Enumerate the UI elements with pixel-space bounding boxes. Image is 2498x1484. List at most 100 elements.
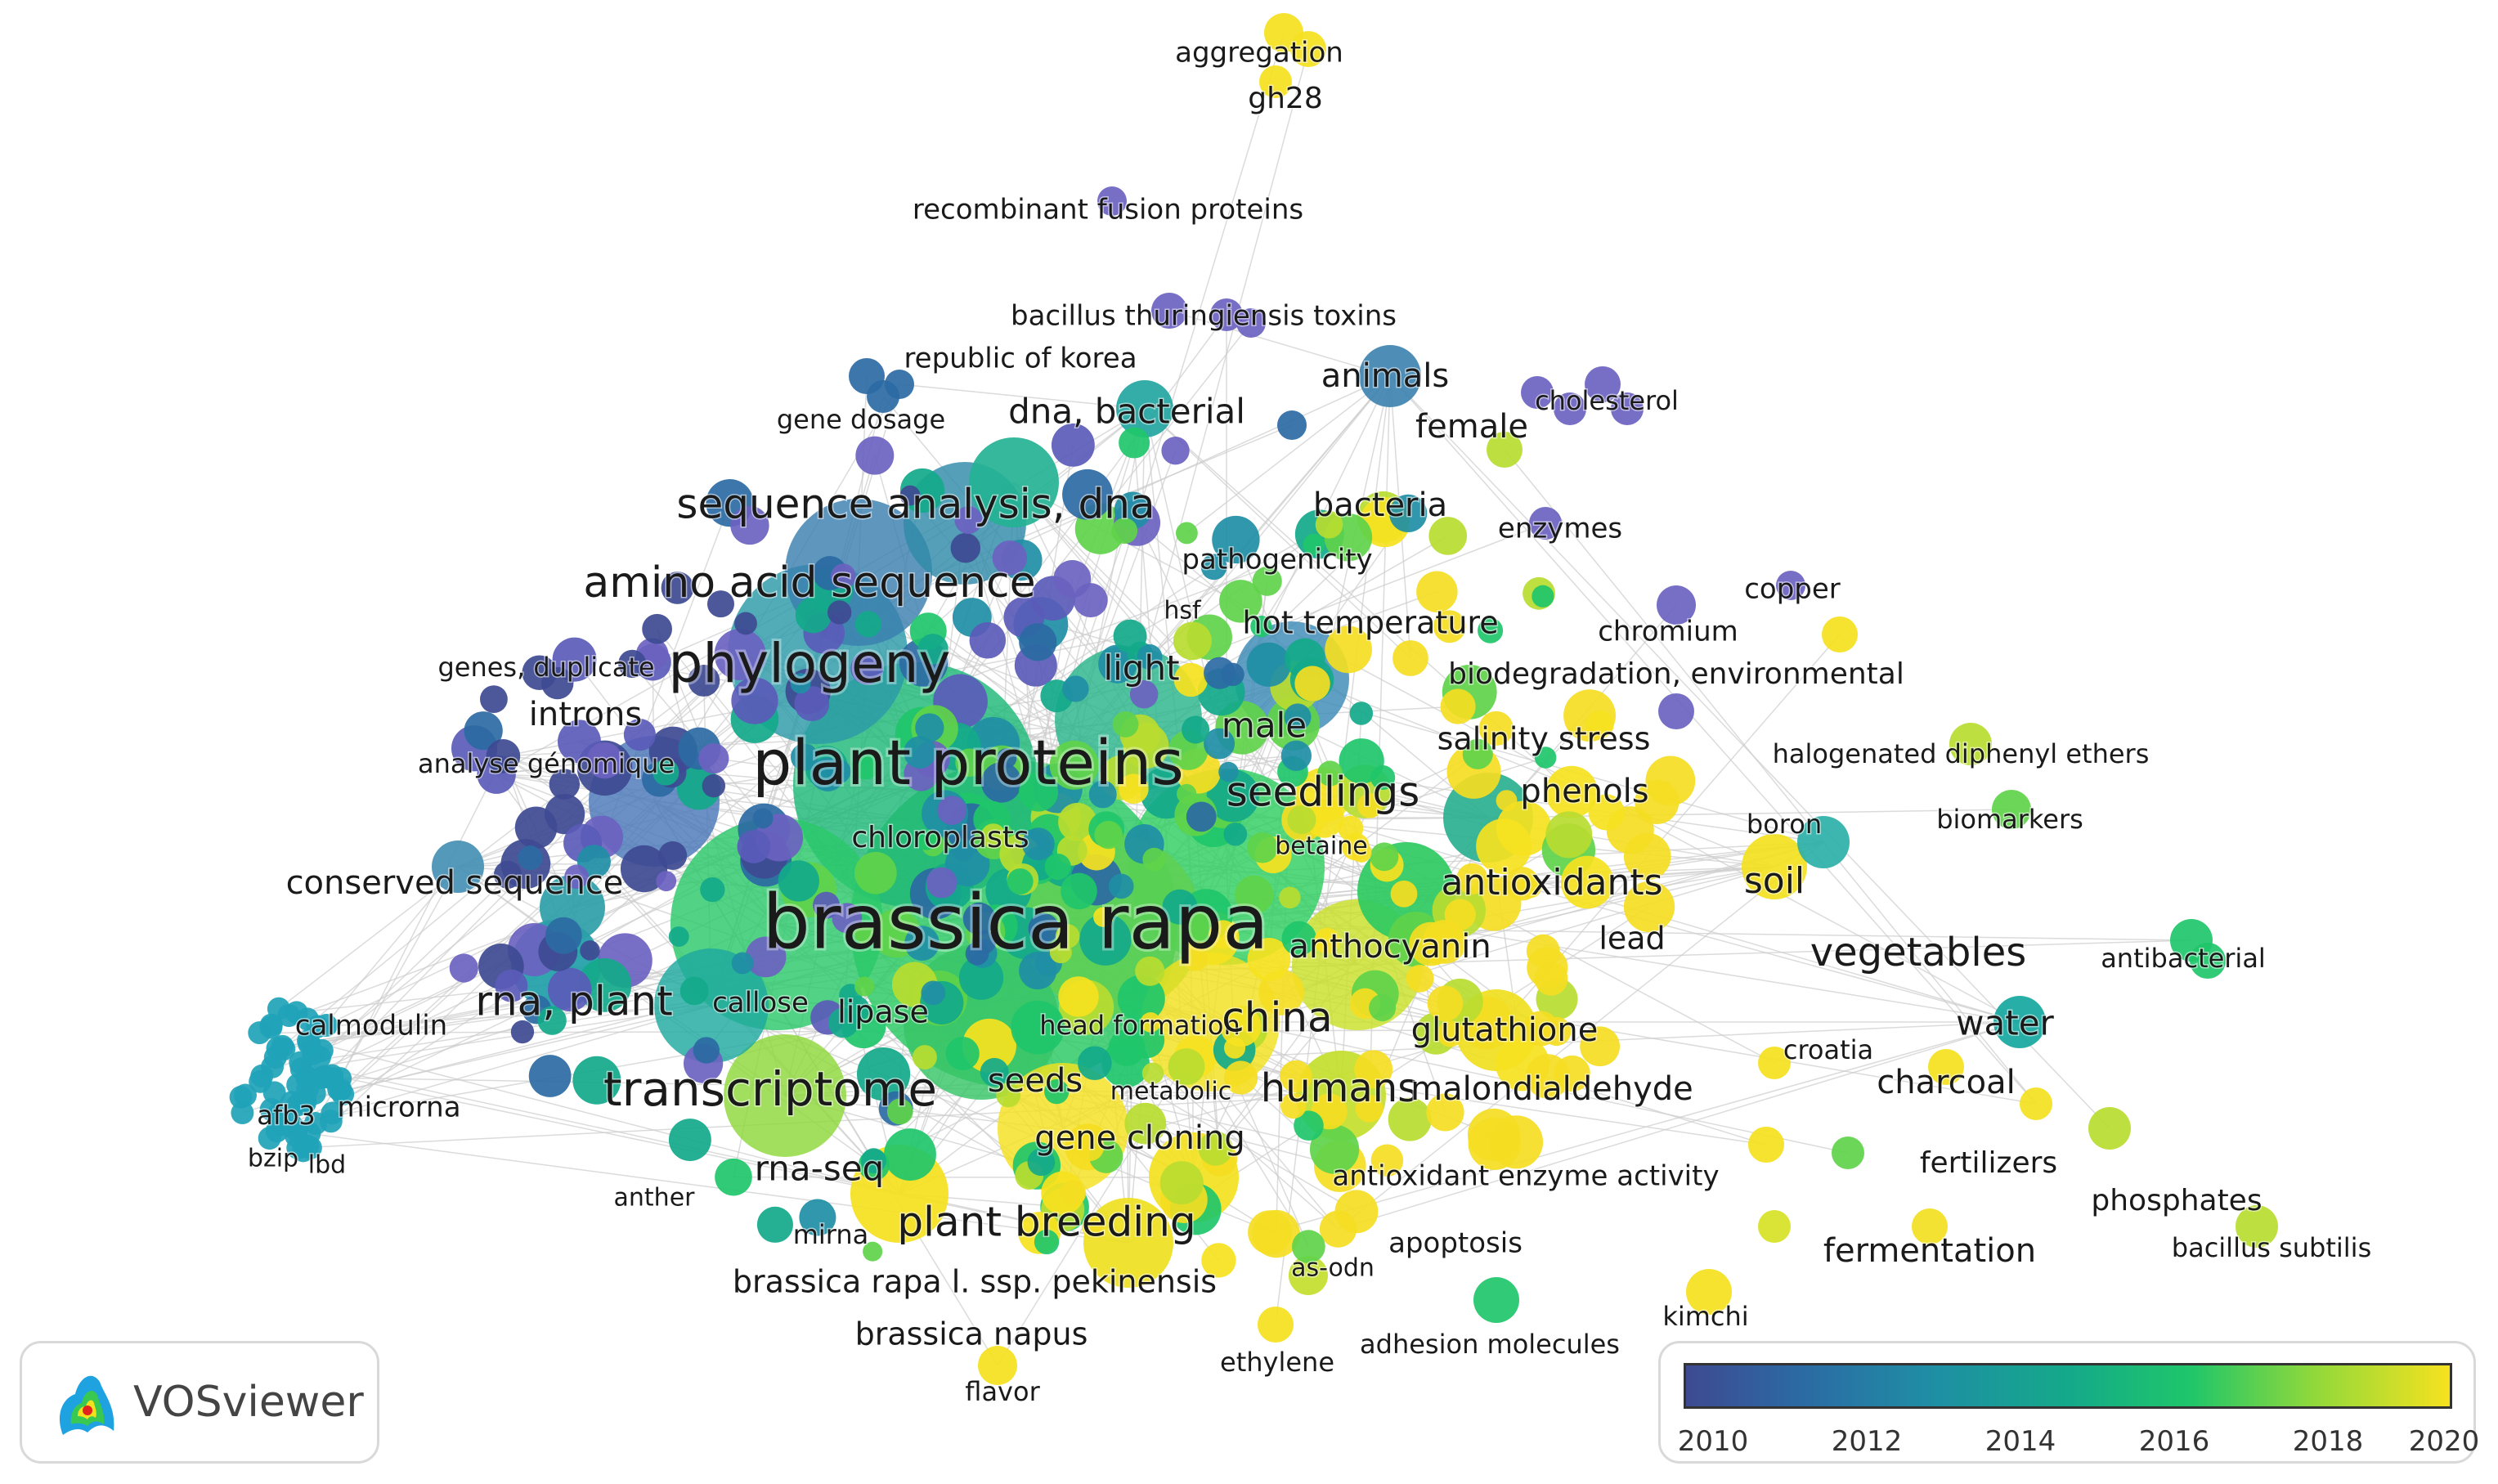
- keyword-node[interactable]: [1561, 855, 1614, 909]
- keyword-node[interactable]: [1478, 617, 1504, 643]
- keyword-node[interactable]: [1351, 842, 1372, 863]
- keyword-label[interactable]: apoptosis: [1388, 1226, 1524, 1261]
- keyword-node[interactable]: [272, 1037, 296, 1060]
- keyword-node[interactable]: [1201, 1243, 1236, 1278]
- keyword-node[interactable]: [1428, 517, 1468, 555]
- keyword-node[interactable]: [1034, 1229, 1060, 1255]
- keyword-node[interactable]: [1319, 1210, 1357, 1248]
- keyword-label[interactable]: lbd: [307, 1150, 347, 1181]
- keyword-node[interactable]: [306, 1015, 330, 1038]
- keyword-node[interactable]: [1177, 783, 1197, 805]
- keyword-node[interactable]: [1304, 798, 1344, 838]
- keyword-node[interactable]: [1051, 423, 1095, 467]
- keyword-label[interactable]: phenols: [1519, 772, 1650, 812]
- keyword-node[interactable]: [1370, 1144, 1404, 1177]
- keyword-node[interactable]: [996, 748, 1017, 769]
- keyword-node[interactable]: [1247, 938, 1291, 981]
- keyword-node[interactable]: [827, 600, 852, 625]
- keyword-node[interactable]: [854, 976, 875, 997]
- keyword-node[interactable]: [464, 711, 503, 751]
- keyword-node[interactable]: [1258, 970, 1304, 1015]
- keyword-label[interactable]: anther: [612, 1182, 697, 1213]
- keyword-node[interactable]: [1369, 994, 1397, 1022]
- keyword-node[interactable]: [1073, 583, 1108, 618]
- keyword-node[interactable]: [832, 903, 863, 934]
- keyword-label[interactable]: vegetables: [1809, 929, 2028, 977]
- keyword-node[interactable]: [1325, 625, 1372, 674]
- keyword-node[interactable]: [653, 759, 679, 786]
- keyword-node[interactable]: [996, 1083, 1021, 1108]
- keyword-node[interactable]: [679, 976, 709, 1006]
- keyword-node[interactable]: [1223, 822, 1248, 846]
- keyword-node[interactable]: [1314, 927, 1340, 954]
- keyword-node[interactable]: [752, 808, 774, 829]
- keyword-node[interactable]: [1496, 790, 1518, 811]
- keyword-label[interactable]: water: [1955, 1002, 2056, 1044]
- keyword-node[interactable]: [231, 1101, 254, 1125]
- keyword-label[interactable]: hot temperature: [1241, 603, 1500, 642]
- keyword-node[interactable]: [1108, 873, 1134, 899]
- keyword-node[interactable]: [1124, 1102, 1167, 1145]
- keyword-node[interactable]: [1223, 1037, 1246, 1059]
- keyword-label[interactable]: amino acid sequence: [582, 558, 1037, 609]
- keyword-node[interactable]: [688, 665, 720, 697]
- keyword-node[interactable]: [1168, 1048, 1205, 1086]
- keyword-node[interactable]: [620, 845, 668, 893]
- keyword-node[interactable]: [854, 921, 876, 944]
- keyword-node[interactable]: [1135, 956, 1165, 986]
- keyword-node[interactable]: [1117, 975, 1165, 1023]
- keyword-node[interactable]: [586, 742, 623, 779]
- keyword-node[interactable]: [1532, 585, 1554, 607]
- keyword-node[interactable]: [1116, 380, 1173, 437]
- keyword-label[interactable]: brassica napus: [854, 1315, 1089, 1353]
- keyword-label[interactable]: betaine: [1274, 831, 1369, 862]
- keyword-node[interactable]: [1519, 876, 1542, 899]
- keyword-node[interactable]: [1028, 912, 1060, 944]
- keyword-node[interactable]: [1440, 688, 1476, 724]
- keyword-node[interactable]: [1355, 1094, 1384, 1123]
- keyword-node[interactable]: [580, 940, 600, 961]
- keyword-node[interactable]: [1585, 366, 1621, 402]
- keyword-node[interactable]: [1173, 621, 1212, 661]
- keyword-label[interactable]: antioxidants: [1440, 861, 1664, 905]
- keyword-node[interactable]: [856, 1047, 911, 1101]
- keyword-node[interactable]: [926, 867, 957, 899]
- keyword-node[interactable]: [1259, 65, 1292, 98]
- keyword-node[interactable]: [790, 673, 811, 694]
- keyword-node[interactable]: [951, 838, 975, 862]
- keyword-label[interactable]: aggregation: [1174, 35, 1345, 70]
- keyword-node[interactable]: [731, 677, 778, 724]
- keyword-node[interactable]: [549, 769, 581, 800]
- keyword-label[interactable]: bacteria: [1312, 486, 1448, 526]
- keyword-node[interactable]: [259, 1097, 283, 1121]
- keyword-node[interactable]: [1119, 427, 1150, 459]
- keyword-node[interactable]: [1083, 1198, 1173, 1288]
- keyword-node[interactable]: [432, 841, 484, 893]
- keyword-label[interactable]: bzip: [246, 1143, 299, 1174]
- keyword-label[interactable]: light: [1102, 647, 1181, 689]
- keyword-node[interactable]: [1019, 623, 1057, 661]
- keyword-label[interactable]: plant breeding: [896, 1197, 1197, 1247]
- keyword-node[interactable]: [1137, 644, 1163, 670]
- keyword-node[interactable]: [1822, 616, 1858, 652]
- keyword-label[interactable]: introns: [527, 695, 643, 735]
- keyword-label[interactable]: phosphates: [2090, 1183, 2263, 1219]
- keyword-node[interactable]: [854, 611, 881, 638]
- keyword-label[interactable]: halogenated diphenyl ethers: [1771, 738, 2150, 771]
- keyword-node[interactable]: [1058, 802, 1097, 842]
- keyword-label[interactable]: anthocyanin: [1288, 927, 1492, 967]
- keyword-node[interactable]: [1623, 881, 1675, 933]
- keyword-label[interactable]: conserved sequence: [285, 863, 625, 903]
- keyword-node[interactable]: [1027, 1148, 1056, 1177]
- keyword-node[interactable]: [259, 1015, 283, 1039]
- keyword-node[interactable]: [1748, 1127, 1784, 1163]
- keyword-node[interactable]: [700, 877, 725, 903]
- keyword-node[interactable]: [1182, 715, 1210, 744]
- keyword-node[interactable]: [737, 829, 771, 863]
- keyword-node[interactable]: [577, 958, 632, 1012]
- keyword-node[interactable]: [545, 794, 585, 835]
- keyword-node[interactable]: [1832, 1137, 1864, 1169]
- keyword-node[interactable]: [1354, 1050, 1393, 1089]
- keyword-label[interactable]: animals: [1320, 356, 1450, 397]
- keyword-label[interactable]: analyse génomique: [416, 747, 675, 781]
